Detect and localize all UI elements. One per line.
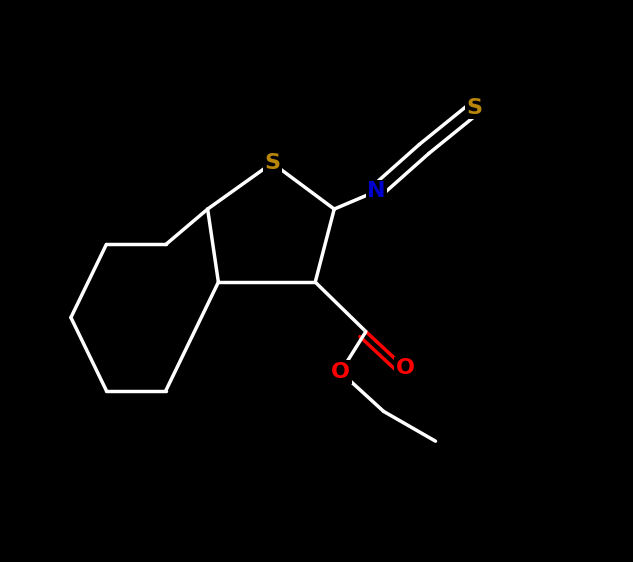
Text: N: N	[367, 181, 386, 201]
Text: O: O	[396, 358, 415, 378]
Text: O: O	[331, 362, 350, 382]
Text: S: S	[264, 153, 280, 173]
Text: S: S	[467, 98, 483, 118]
